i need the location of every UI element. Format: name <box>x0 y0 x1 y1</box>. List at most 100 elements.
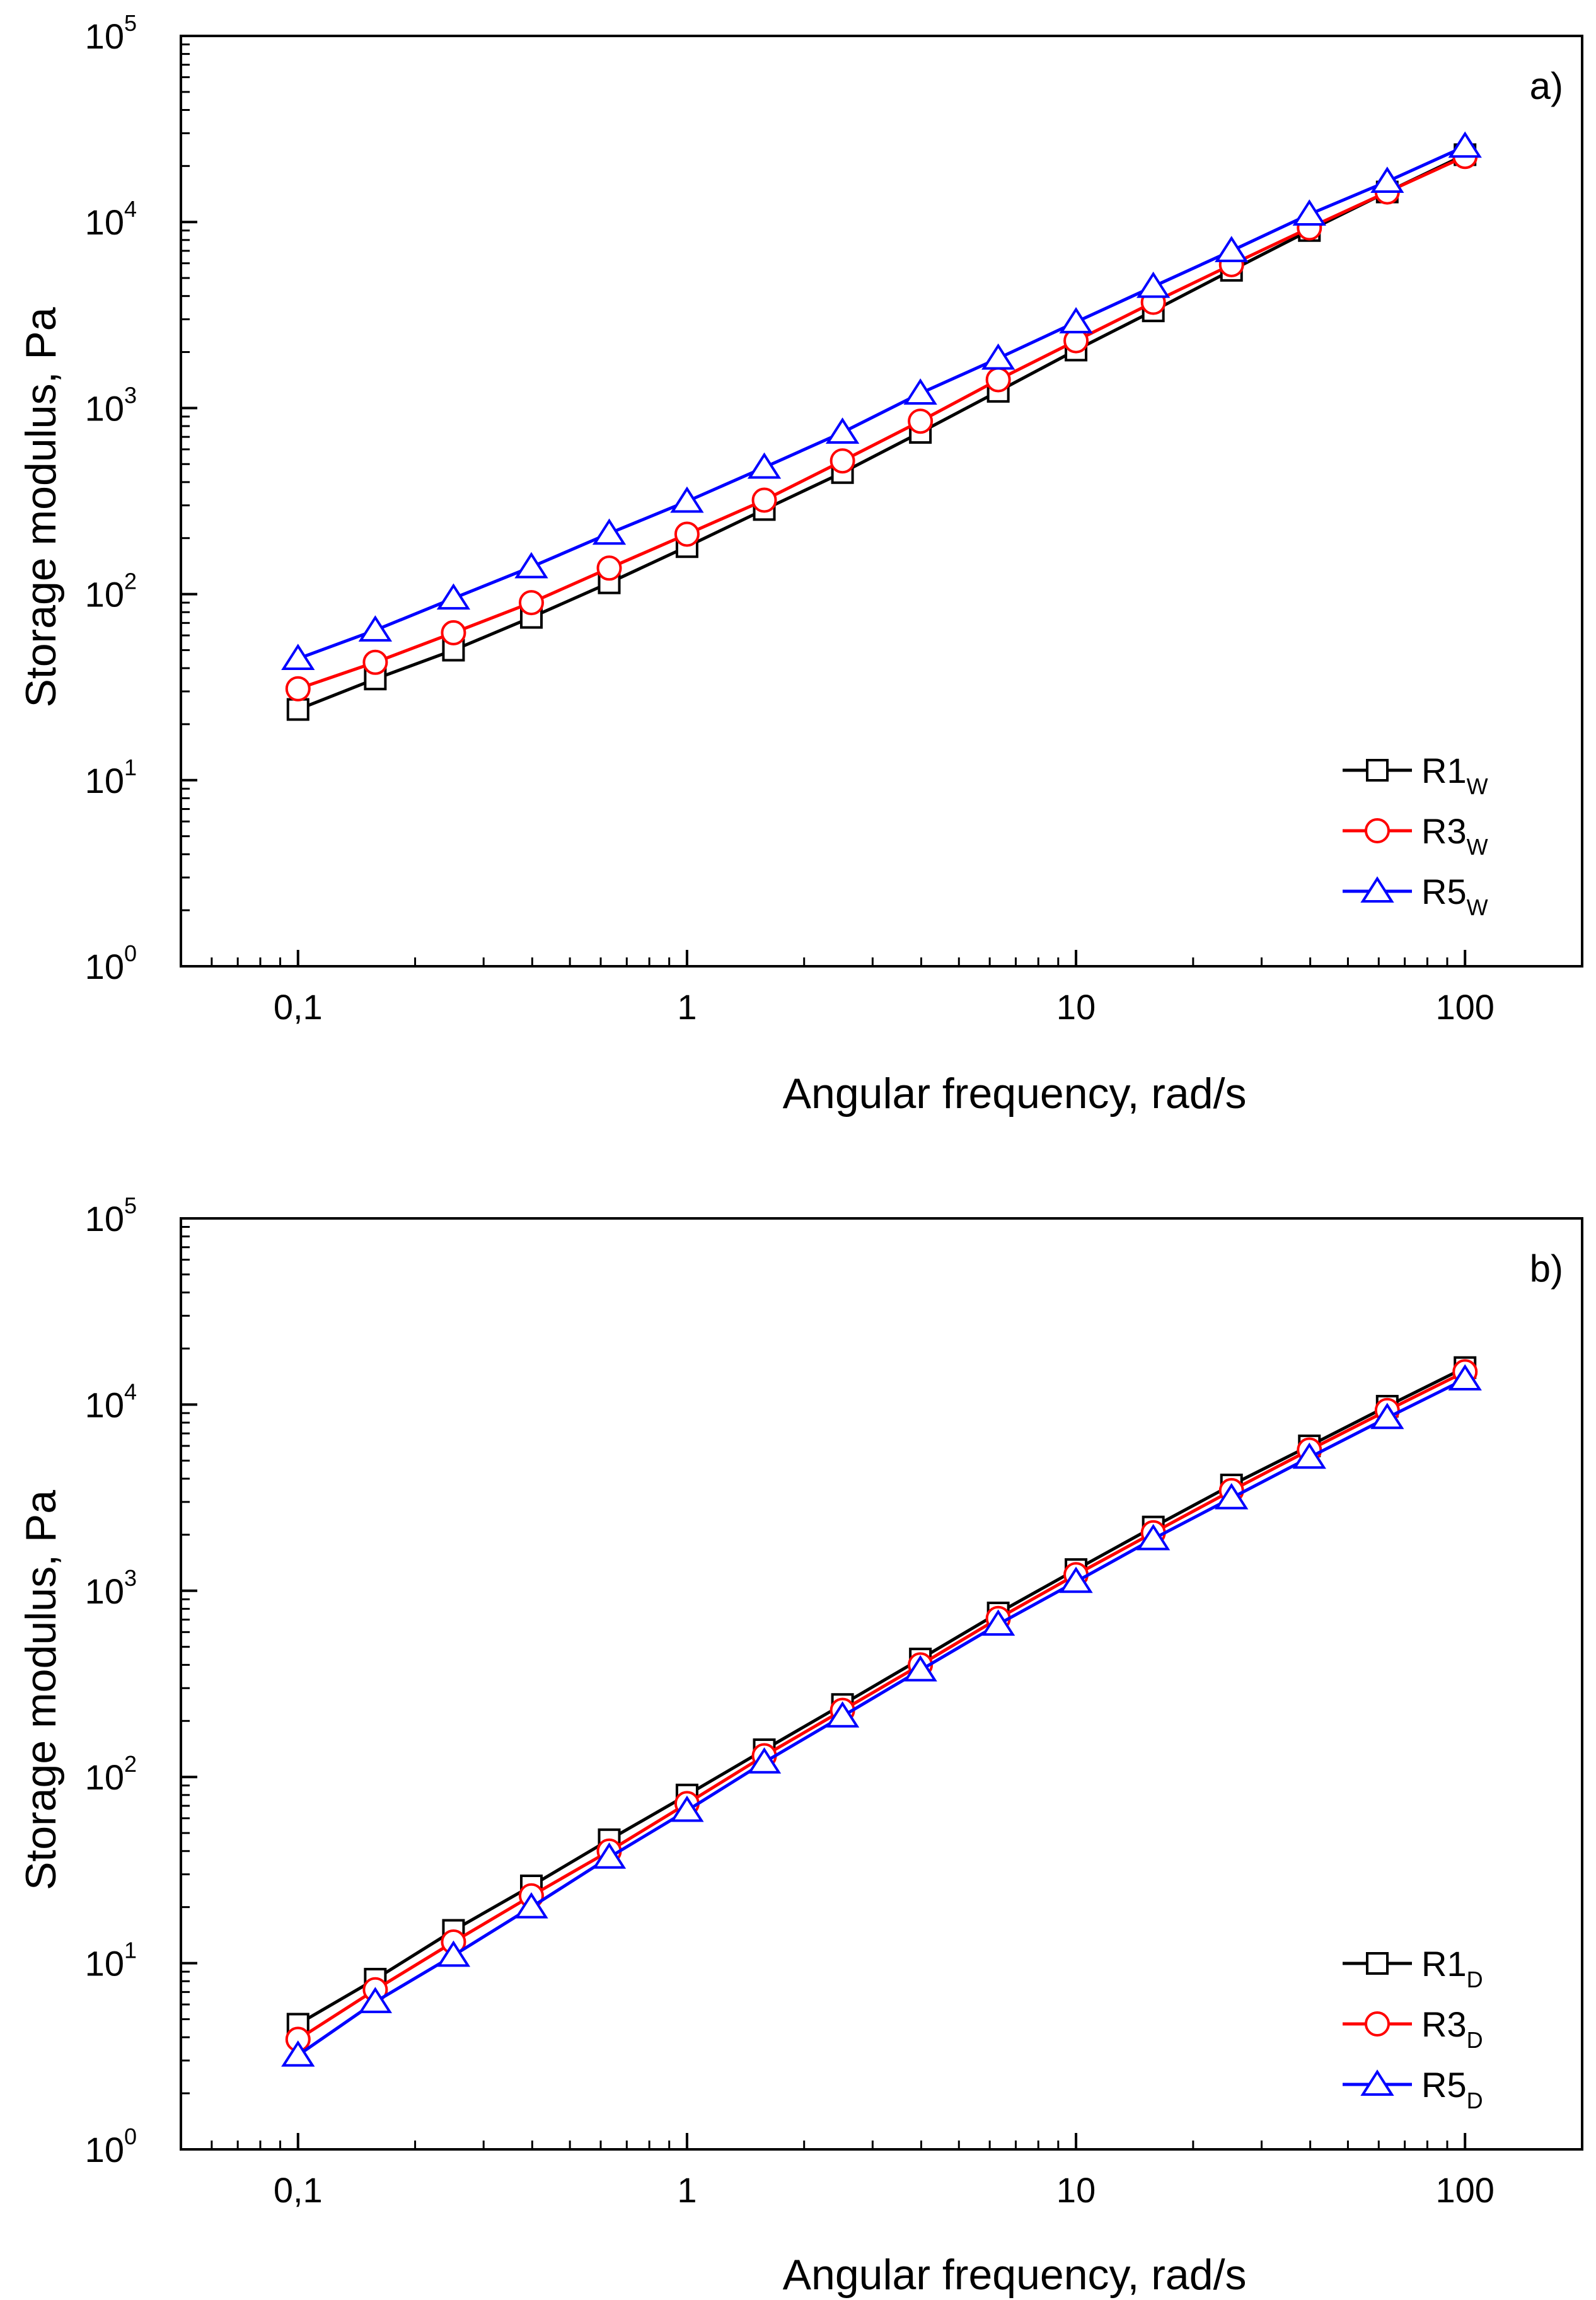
x-tick-label: 100 <box>1436 987 1495 1027</box>
data-point <box>514 1892 548 1919</box>
legend-marker <box>1360 876 1394 903</box>
y-tick-exponent: 3 <box>124 1565 137 1591</box>
panel-label: b) <box>1530 1247 1563 1290</box>
data-point <box>1136 271 1171 298</box>
data-point <box>674 521 700 547</box>
data-point <box>1059 307 1093 333</box>
legend-marker <box>1366 1952 1389 1975</box>
y-tick-base: 10 <box>85 2130 124 2170</box>
y-tick-base: 10 <box>85 575 124 615</box>
data-point <box>825 417 860 444</box>
data-point <box>358 1987 393 2013</box>
legend-subscript: D <box>1467 2088 1483 2113</box>
data-point <box>981 343 1015 370</box>
x-axis-title: Angular frequency, rad/s <box>783 1070 1247 1118</box>
legend-marker <box>1360 2069 1394 2096</box>
series-line <box>297 1377 1466 2057</box>
y-tick-label: 103 <box>85 382 137 428</box>
y-tick-label: 102 <box>85 569 137 615</box>
series-line <box>297 1370 1466 2041</box>
y-tick-label: 105 <box>85 10 137 56</box>
data-point <box>1448 1364 1482 1391</box>
data-point <box>286 698 309 721</box>
series-r5-d <box>281 1364 1482 2067</box>
legend-label: R5W <box>1421 872 1488 920</box>
legend-name: R5 <box>1421 872 1467 911</box>
plot-frame <box>180 1217 1583 2151</box>
y-tick-base: 10 <box>85 16 124 56</box>
data-point <box>592 1842 627 1869</box>
data-point <box>1370 166 1404 193</box>
legend-marker <box>1366 759 1389 782</box>
data-point <box>1215 1482 1249 1510</box>
y-tick-exponent: 2 <box>124 1751 137 1777</box>
y-tick-exponent: 0 <box>124 940 137 966</box>
data-point <box>1292 199 1326 226</box>
x-tick-label: 10 <box>1056 987 1096 1027</box>
y-tick-label: 103 <box>85 1565 137 1611</box>
data-point <box>592 518 627 545</box>
legend-name: R3 <box>1421 2004 1467 2044</box>
y-tick-exponent: 4 <box>124 196 137 222</box>
y-tick-base: 10 <box>85 1757 124 1797</box>
data-point <box>1136 1523 1171 1551</box>
legend-marker <box>1365 818 1390 843</box>
data-point <box>358 615 393 642</box>
x-tick-label: 10 <box>1056 2170 1096 2210</box>
y-tick-base: 10 <box>85 1199 124 1239</box>
series-line <box>297 154 1466 691</box>
legend-subscript: W <box>1467 834 1488 860</box>
y-tick-base: 10 <box>85 947 124 986</box>
y-tick-label: 105 <box>85 1193 137 1239</box>
data-point <box>985 367 1011 393</box>
data-point <box>1292 1442 1326 1469</box>
y-axis-title: Storage modulus, Pa <box>17 1490 65 1890</box>
y-tick-label: 102 <box>85 1751 137 1797</box>
legend-label: R1D <box>1421 1944 1483 1992</box>
x-tick-label: 0,1 <box>274 987 323 1027</box>
y-tick-label: 101 <box>85 754 137 800</box>
series-r3-w <box>285 144 1478 702</box>
y-tick-base: 10 <box>85 1385 124 1424</box>
y-tick-base: 10 <box>85 1944 124 1984</box>
legend-subscript: D <box>1467 1967 1483 1992</box>
legend-subscript: W <box>1467 894 1488 920</box>
data-point <box>1370 1402 1404 1430</box>
data-point <box>981 1609 1015 1636</box>
y-tick-exponent: 4 <box>124 1378 137 1404</box>
data-point <box>1215 236 1249 262</box>
legend-name: R3 <box>1421 811 1467 851</box>
data-point <box>436 1940 471 1967</box>
series-line <box>297 153 1466 711</box>
y-tick-base: 10 <box>85 761 124 800</box>
data-point <box>281 644 315 670</box>
plot-frame <box>180 35 1583 968</box>
data-point <box>281 2040 315 2067</box>
x-tick-label: 100 <box>1436 2170 1495 2210</box>
data-point <box>670 486 704 513</box>
y-tick-label: 100 <box>85 940 137 986</box>
data-point <box>518 590 544 616</box>
legend-label: R3D <box>1421 2004 1483 2053</box>
panel-label: a) <box>1530 65 1563 107</box>
y-tick-label: 104 <box>85 196 137 242</box>
y-tick-exponent: 3 <box>124 382 137 408</box>
y-tick-exponent: 5 <box>124 1193 137 1218</box>
legend-subscript: W <box>1467 773 1488 799</box>
data-point <box>285 676 311 702</box>
data-point <box>825 1701 860 1728</box>
data-point <box>1448 131 1482 158</box>
legend-name: R5 <box>1421 2065 1467 2105</box>
series-r5-w <box>281 131 1482 670</box>
data-point <box>596 555 622 581</box>
y-tick-exponent: 0 <box>124 2124 137 2149</box>
legend-label: R1W <box>1421 751 1488 799</box>
legend-marker <box>1365 2011 1390 2037</box>
x-tick-label: 0,1 <box>274 2170 323 2210</box>
data-point <box>747 452 782 479</box>
data-point <box>903 1655 937 1682</box>
